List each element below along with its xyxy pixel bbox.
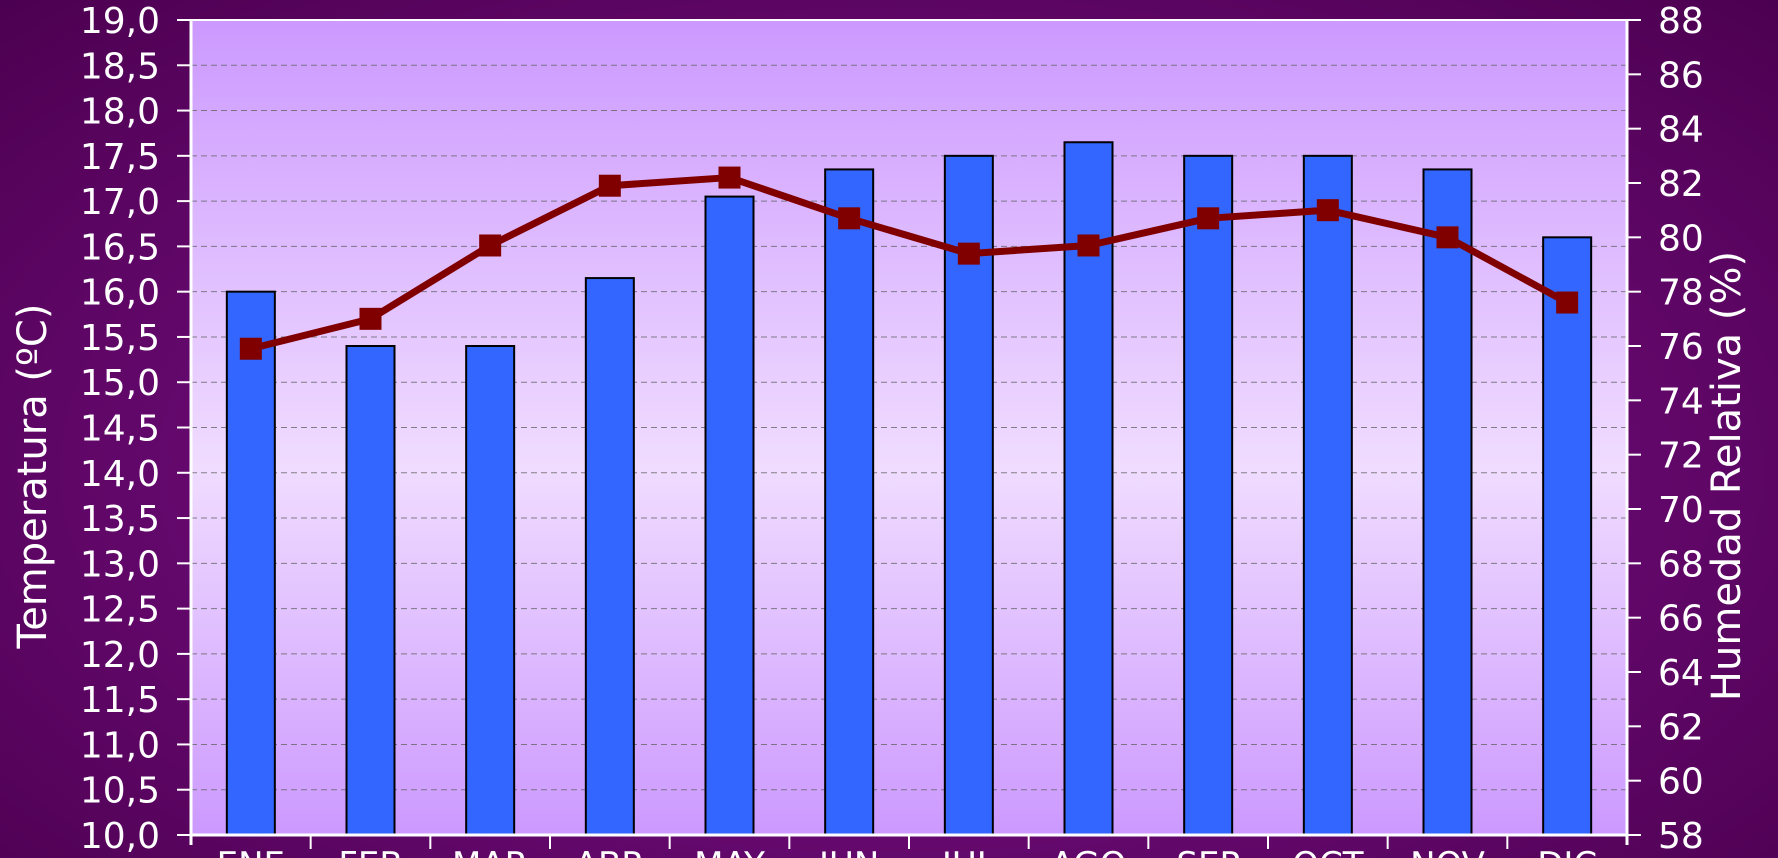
humidity-line (239, 166, 1579, 360)
marker-ago (1077, 234, 1100, 257)
left-tick-label: 16,0 (80, 273, 160, 314)
category-label-oct: OCT (1292, 845, 1364, 858)
category-labels: ENE FEB MAR ABR MAY JUN JUL AGO SEP OCT NOV DIC (217, 845, 1598, 858)
marker-dic (1556, 291, 1579, 314)
axes (177, 19, 1641, 849)
right-tick-label: 74 (1658, 381, 1704, 422)
bar-jul (943, 154, 994, 837)
marker-sep (1197, 207, 1220, 230)
right-tick-label: 78 (1658, 273, 1704, 314)
left-tick-label: 14,5 (80, 409, 160, 450)
bar-dic (1542, 236, 1593, 837)
bar-abr (584, 277, 635, 837)
left-axis-tick-labels: 10,010,5 11,011,512,012,5 13,013,514,014,5… (80, 1, 160, 857)
category-label-nov: NOV (1410, 845, 1485, 858)
category-label-abr: ABR (575, 845, 645, 858)
left-axis-label: Temperatura (ºC) (10, 304, 56, 650)
right-axis-tick-labels: 58 60 62 64 66 68 70 72 74 76 78 80 82 84 86 88 (1658, 1, 1704, 857)
right-tick-label: 66 (1658, 599, 1704, 640)
right-axis-label: Humedad Relativa (%) (1704, 251, 1750, 701)
bar-may (704, 195, 755, 837)
left-tick-label: 15,0 (80, 363, 160, 404)
category-label-ene: ENE (217, 845, 285, 858)
category-label-feb: FEB (338, 845, 402, 858)
category-label-sep: SEP (1176, 845, 1240, 858)
left-tick-label: 13,0 (80, 544, 160, 585)
left-tick-label: 12,5 (80, 590, 160, 631)
category-label-ago: AGO (1051, 845, 1127, 858)
marker-nov (1436, 226, 1459, 249)
right-tick-label: 84 (1658, 110, 1704, 151)
bar-nov (1422, 168, 1473, 836)
bar-ene (225, 290, 276, 836)
bar-feb (345, 345, 396, 836)
right-tick-label: 88 (1658, 1, 1704, 42)
left-tick-label: 10,5 (80, 771, 160, 812)
temperature-bars (225, 141, 1593, 837)
right-tick-label: 82 (1658, 164, 1704, 205)
right-tick-label: 70 (1658, 490, 1704, 531)
left-tick-label: 14,0 (80, 454, 160, 495)
marker-ene (239, 337, 262, 360)
bar-oct (1302, 154, 1353, 837)
marker-abr (598, 174, 621, 197)
plot-area (191, 20, 1627, 835)
bar-sep (1183, 154, 1234, 837)
bar-jun (824, 168, 875, 836)
right-tick-label: 86 (1658, 55, 1704, 96)
left-tick-label: 13,5 (80, 499, 160, 540)
marker-mar (479, 234, 502, 257)
right-tick-label: 68 (1658, 544, 1704, 585)
marker-oct (1316, 199, 1339, 222)
category-label-jun: JUN (817, 845, 879, 858)
marker-jun (838, 207, 861, 230)
right-tick-label: 76 (1658, 327, 1704, 368)
right-tick-label: 62 (1658, 707, 1704, 748)
marker-feb (359, 307, 382, 330)
left-tick-label: 17,0 (80, 182, 160, 223)
right-tick-label: 60 (1658, 762, 1704, 803)
left-tick-label: 16,5 (80, 227, 160, 268)
left-tick-label: 11,0 (80, 725, 160, 766)
right-tick-label: 64 (1658, 653, 1704, 694)
category-label-jul: JUL (940, 845, 996, 858)
left-tick-label: 18,0 (80, 92, 160, 133)
left-tick-label: 10,0 (80, 816, 160, 857)
left-tick-label: 19,0 (80, 1, 160, 42)
category-label-may: MAY (694, 845, 765, 858)
right-tick-label: 58 (1658, 816, 1704, 857)
left-tick-label: 18,5 (80, 46, 160, 87)
marker-jul (957, 242, 980, 265)
bar-ago (1063, 141, 1114, 836)
left-tick-label: 12,0 (80, 635, 160, 676)
right-tick-label: 80 (1658, 218, 1704, 259)
left-tick-label: 17,5 (80, 137, 160, 178)
marker-may (718, 166, 741, 189)
right-tick-label: 72 (1658, 436, 1704, 477)
humidity-series-line (249, 174, 1569, 353)
category-label-dic: DIC (1537, 845, 1597, 858)
bar-mar (465, 345, 516, 836)
left-tick-label: 15,5 (80, 318, 160, 359)
category-label-mar: MAR (452, 845, 528, 858)
left-tick-label: 11,5 (80, 680, 160, 721)
